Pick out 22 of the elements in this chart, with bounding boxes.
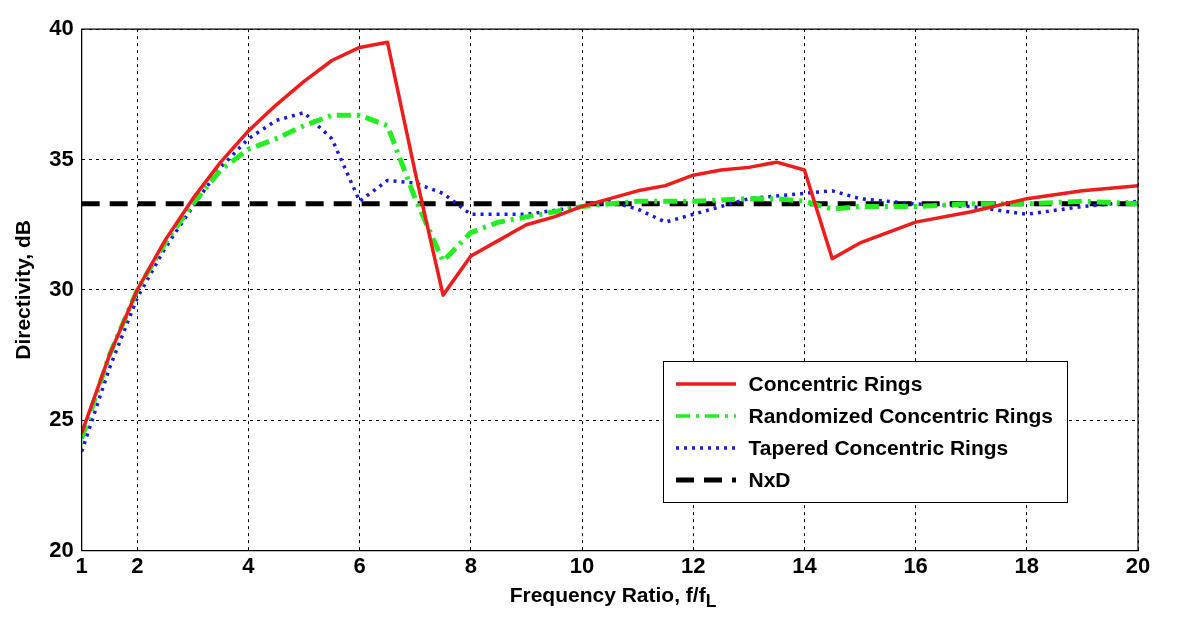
- y-axis-title: Directivity, dB: [11, 220, 35, 360]
- x-tick-label: 8: [464, 552, 477, 578]
- x-tick-label: 18: [1014, 552, 1040, 578]
- y-tick-label: 30: [49, 275, 74, 301]
- legend-label: Tapered Concentric Rings: [748, 436, 1009, 460]
- x-tick-label: 20: [1125, 552, 1151, 578]
- x-tick-label: 2: [131, 552, 144, 578]
- x-tick-label: 14: [792, 552, 818, 578]
- x-axis-title: Frequency Ratio, f/f$_{L}$: [508, 583, 718, 613]
- x-tick-label: 6: [353, 552, 366, 578]
- y-tick-label: 20: [49, 536, 74, 562]
- x-tick-label: 16: [903, 552, 928, 578]
- x-tick-label: 4: [242, 552, 256, 578]
- y-tick-label: 40: [49, 15, 74, 41]
- x-tick-label: 10: [569, 552, 595, 578]
- x-tick-label: 1: [75, 552, 88, 578]
- y-tick-label: 35: [49, 145, 74, 171]
- legend-label: Concentric Rings: [748, 372, 923, 396]
- x-tick-label: 12: [680, 552, 706, 578]
- y-tick-label: 25: [49, 406, 74, 432]
- legend-label: NxD: [748, 468, 791, 492]
- legend-label: Randomized Concentric Rings: [748, 404, 1053, 428]
